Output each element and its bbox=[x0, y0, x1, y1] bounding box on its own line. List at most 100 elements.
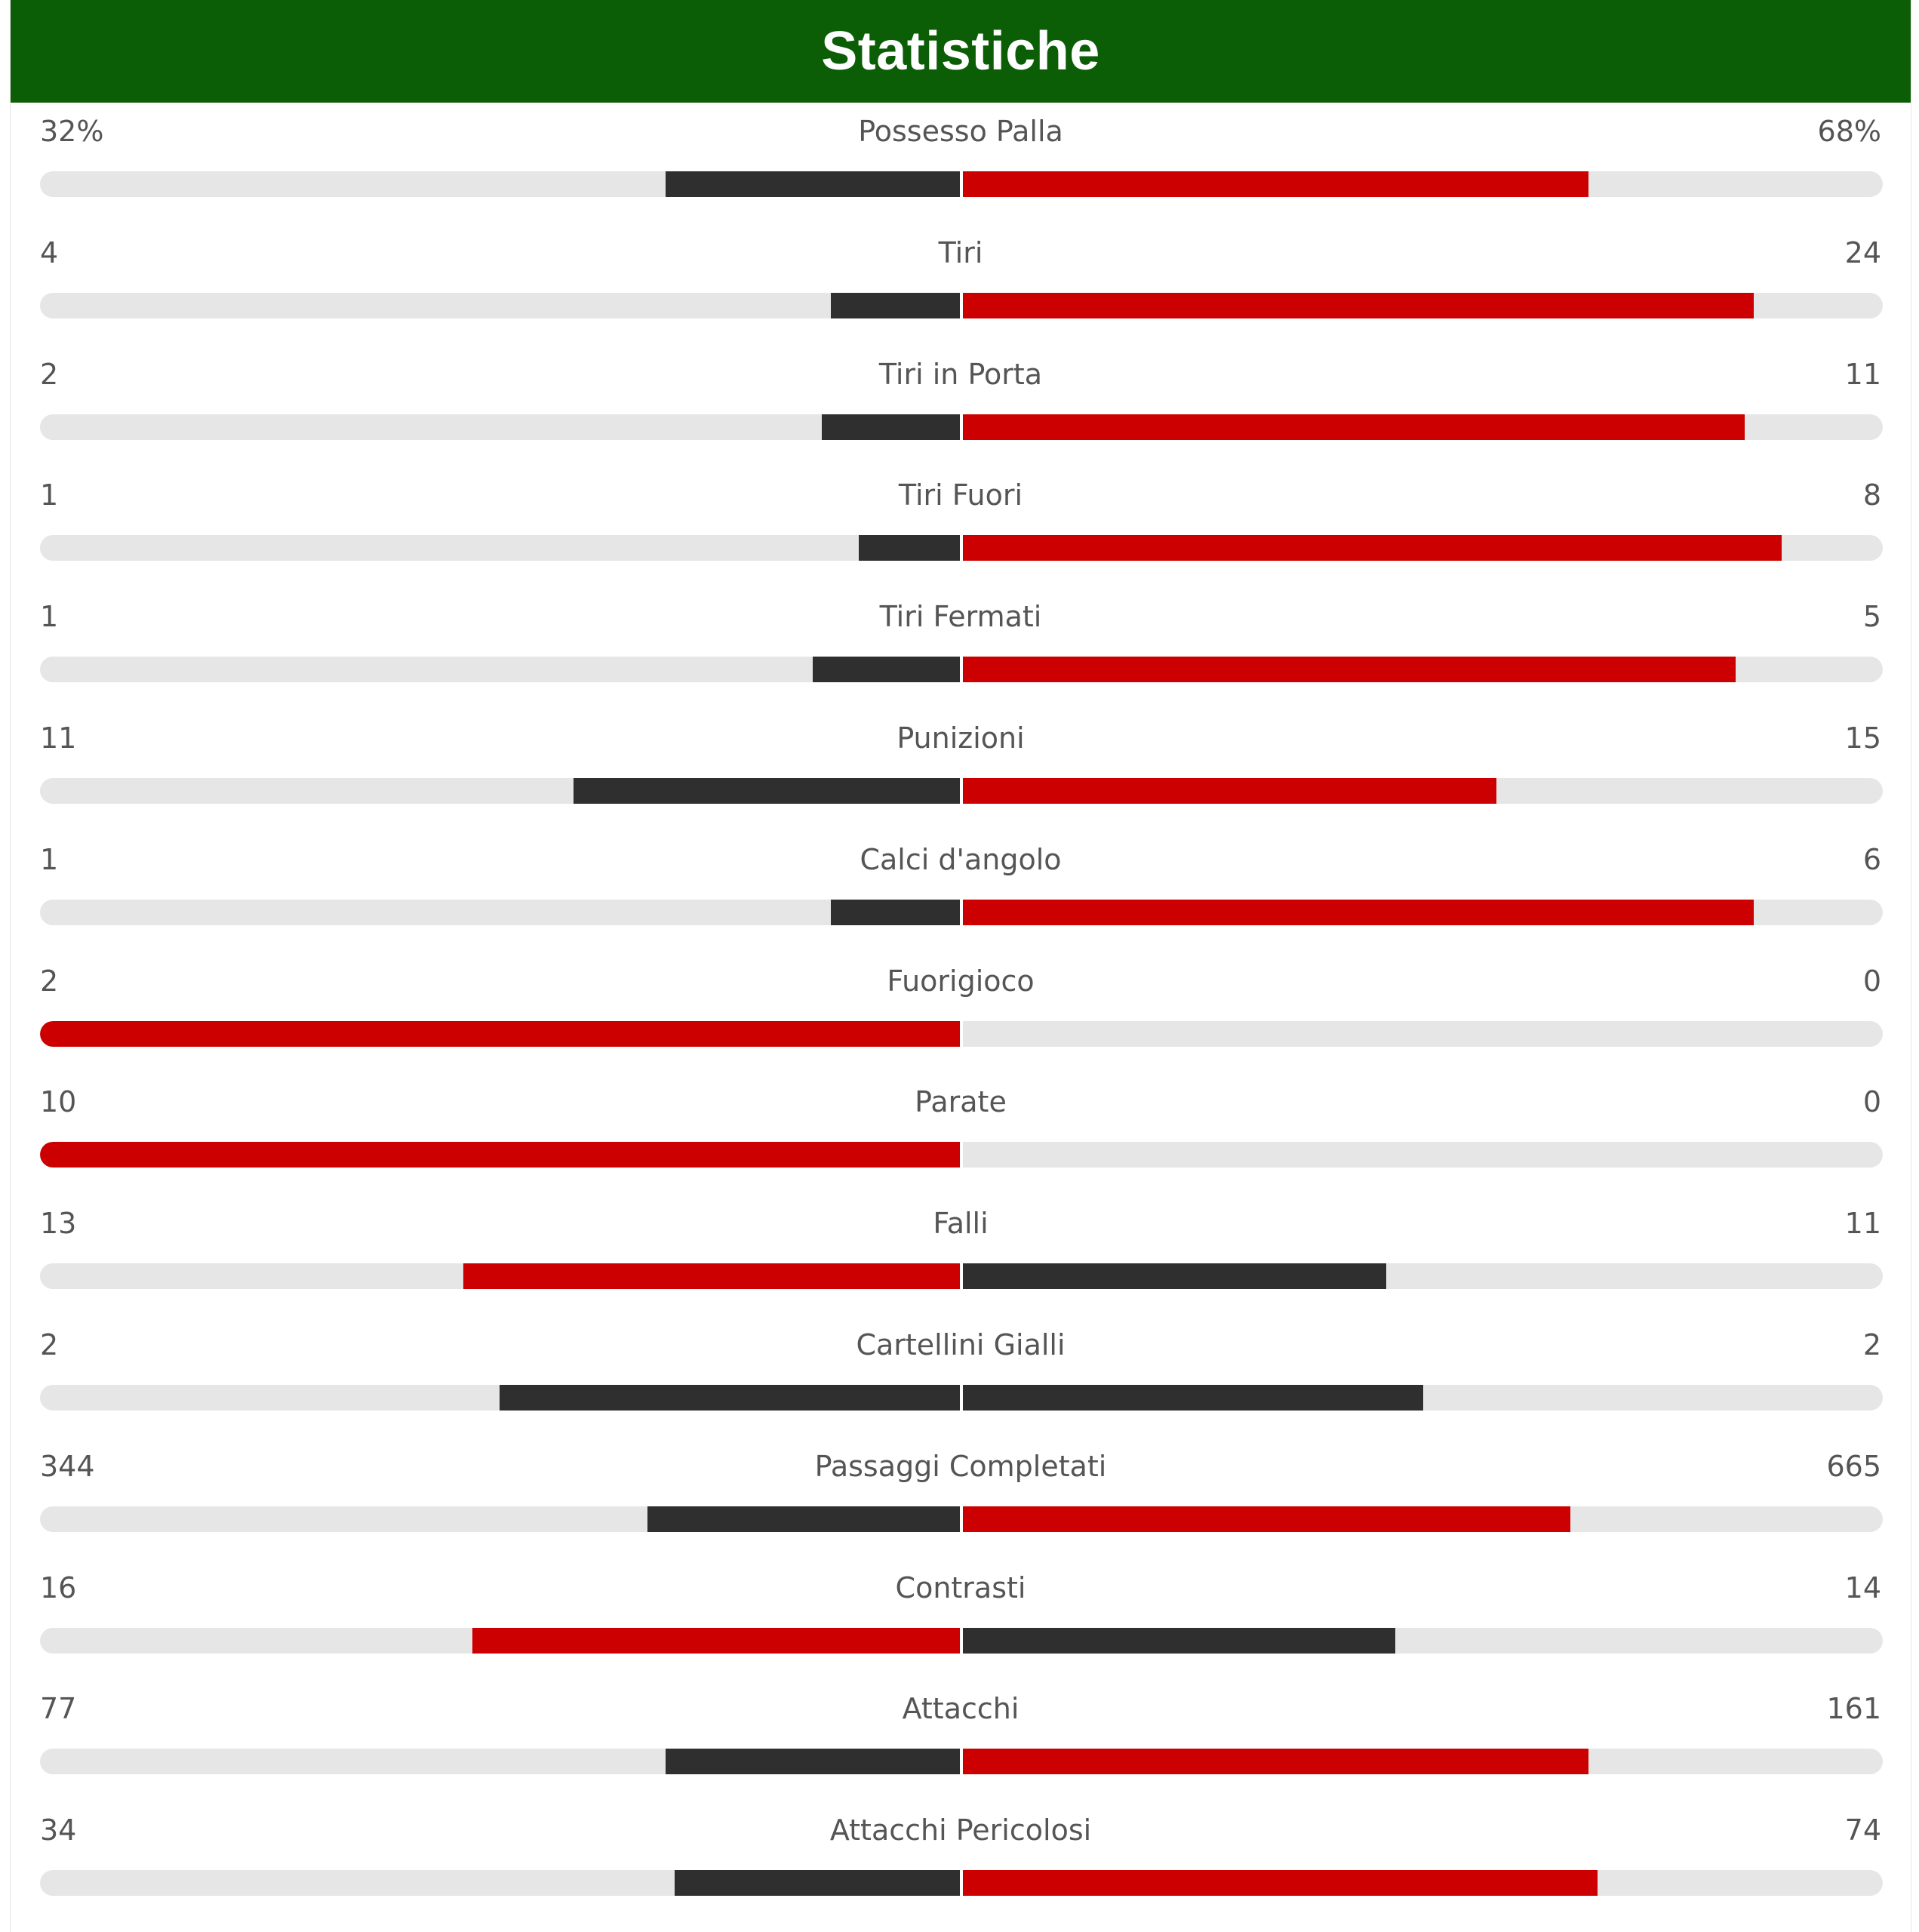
stat-label: Tiri bbox=[938, 235, 983, 269]
stat-bar-away bbox=[963, 1506, 1570, 1532]
stat-home-value: 77 bbox=[40, 1692, 77, 1726]
stat-away-value: 2 bbox=[1862, 1327, 1881, 1361]
stat-bar-away bbox=[963, 292, 1754, 318]
stat-bar-divider bbox=[960, 1384, 963, 1411]
stat-bar-away bbox=[963, 171, 1588, 197]
stat-away-value: 8 bbox=[1862, 478, 1881, 512]
stat-home-value: 10 bbox=[40, 1085, 77, 1119]
stat-label: Tiri Fermati bbox=[879, 600, 1042, 634]
stat-bar-track bbox=[40, 535, 1883, 561]
stat-away-value: 15 bbox=[1844, 721, 1881, 755]
stat-away-value: 74 bbox=[1844, 1814, 1881, 1847]
stat-bar-away bbox=[963, 1263, 1386, 1290]
stat-bar-away bbox=[963, 1627, 1395, 1654]
stat-bar-divider bbox=[960, 777, 963, 804]
stat-bar-home bbox=[859, 535, 960, 561]
stat-bar-home bbox=[831, 899, 960, 925]
stat-home-value: 32% bbox=[40, 115, 104, 148]
stat-bar-divider bbox=[960, 535, 963, 561]
stat-label: Tiri in Porta bbox=[878, 357, 1043, 391]
stat-home-value: 2 bbox=[40, 357, 59, 391]
stat-row-passaggi-completati: 344 Passaggi Completati 665 bbox=[11, 1438, 1911, 1559]
stats-list: 32% Possesso Palla 68% 4 Tiri 24 2 Tiri in Port… bbox=[11, 103, 1911, 1923]
stat-row-calci-d-angolo: 1 Calci d'angolo 6 bbox=[11, 831, 1911, 952]
stat-bar-track bbox=[40, 1263, 1883, 1290]
stat-bar-track bbox=[40, 1749, 1883, 1775]
stat-bar-away bbox=[963, 657, 1736, 683]
stat-bar-home bbox=[675, 1870, 960, 1897]
stat-home-value: 13 bbox=[40, 1207, 77, 1241]
stat-away-value: 0 bbox=[1862, 1085, 1881, 1119]
stat-label: Contrasti bbox=[895, 1571, 1026, 1604]
stat-bar-away bbox=[963, 1749, 1588, 1775]
stat-label: Parate bbox=[915, 1085, 1007, 1119]
stat-home-value: 2 bbox=[40, 1327, 59, 1361]
stat-home-value: 34 bbox=[40, 1814, 77, 1847]
stat-bar-home bbox=[666, 171, 960, 197]
stat-bar-track bbox=[40, 1384, 1883, 1411]
stat-row-falli: 13 Falli 11 bbox=[11, 1195, 1911, 1316]
stat-row-punizioni: 11 Punizioni 15 bbox=[11, 709, 1911, 831]
stat-row-contrasti: 16 Contrasti 14 bbox=[11, 1559, 1911, 1681]
stat-bar-track bbox=[40, 899, 1883, 925]
stat-away-value: 5 bbox=[1862, 600, 1881, 634]
stat-home-value: 2 bbox=[40, 964, 59, 998]
stat-bar-track bbox=[40, 1020, 1883, 1047]
stat-bar-track bbox=[40, 171, 1883, 197]
stat-away-value: 11 bbox=[1844, 357, 1881, 391]
stat-bar-home bbox=[822, 414, 960, 440]
stat-bar-home bbox=[40, 1020, 960, 1047]
stat-bar-away bbox=[963, 414, 1745, 440]
stat-row-attacchi-pericolosi: 34 Attacchi Pericolosi 74 bbox=[11, 1801, 1911, 1923]
stat-bar-track bbox=[40, 777, 1883, 804]
stat-bar-away bbox=[963, 777, 1496, 804]
stat-away-value: 161 bbox=[1826, 1692, 1881, 1726]
stat-row-attacchi: 77 Attacchi 161 bbox=[11, 1680, 1911, 1801]
stat-row-cartellini-gialli: 2 Cartellini Gialli 2 bbox=[11, 1316, 1911, 1438]
stat-home-value: 11 bbox=[40, 721, 77, 755]
stat-label: Tiri Fuori bbox=[898, 478, 1023, 512]
stat-bar-away bbox=[963, 1870, 1598, 1897]
stat-row-parate: 10 Parate 0 bbox=[11, 1073, 1911, 1195]
stat-home-value: 16 bbox=[40, 1571, 77, 1604]
stat-bar-divider bbox=[960, 1627, 963, 1654]
stat-label: Attacchi Pericolosi bbox=[829, 1814, 1092, 1847]
stat-bar-home bbox=[472, 1627, 960, 1654]
stat-bar-track bbox=[40, 414, 1883, 440]
stat-home-value: 1 bbox=[40, 478, 59, 512]
stat-bar-divider bbox=[960, 1020, 963, 1047]
stat-row-tiri-fermati: 1 Tiri Fermati 5 bbox=[11, 588, 1911, 709]
stat-bar-divider bbox=[960, 292, 963, 318]
stat-bar-track bbox=[40, 1627, 1883, 1654]
stat-bar-divider bbox=[960, 899, 963, 925]
stat-bar-home bbox=[463, 1263, 960, 1290]
stat-label: Falli bbox=[933, 1207, 989, 1241]
stat-away-value: 0 bbox=[1862, 964, 1881, 998]
stat-bar-divider bbox=[960, 1506, 963, 1532]
stat-bar-track bbox=[40, 1506, 1883, 1532]
stat-label: Fuorigioco bbox=[887, 964, 1035, 998]
stat-bar-home bbox=[574, 777, 960, 804]
stat-away-value: 11 bbox=[1844, 1207, 1881, 1241]
stat-home-value: 1 bbox=[40, 600, 59, 634]
stat-away-value: 14 bbox=[1844, 1571, 1881, 1604]
stat-bar-track bbox=[40, 657, 1883, 683]
stat-bar-home bbox=[647, 1506, 960, 1532]
stat-bar-divider bbox=[960, 1870, 963, 1897]
stat-away-value: 665 bbox=[1826, 1449, 1881, 1483]
stat-label: Possesso Palla bbox=[858, 115, 1063, 148]
stat-home-value: 344 bbox=[40, 1449, 95, 1483]
stat-bar-away bbox=[963, 535, 1782, 561]
stat-bar-home bbox=[500, 1384, 960, 1411]
stat-bar-divider bbox=[960, 1142, 963, 1168]
stat-bar-divider bbox=[960, 1263, 963, 1290]
stat-label: Attacchi bbox=[902, 1692, 1019, 1726]
stat-row-fuorigioco: 2 Fuorigioco 0 bbox=[11, 952, 1911, 1074]
stat-bar-divider bbox=[960, 171, 963, 197]
stat-row-possesso-palla: 32% Possesso Palla 68% bbox=[11, 103, 1911, 224]
stat-label: Calci d'angolo bbox=[860, 842, 1062, 876]
stats-header: Statistiche bbox=[11, 0, 1911, 103]
stat-bar-track bbox=[40, 1142, 1883, 1168]
stat-row-tiri-fuori: 1 Tiri Fuori 8 bbox=[11, 466, 1911, 588]
stat-label: Passaggi Completati bbox=[814, 1449, 1107, 1483]
